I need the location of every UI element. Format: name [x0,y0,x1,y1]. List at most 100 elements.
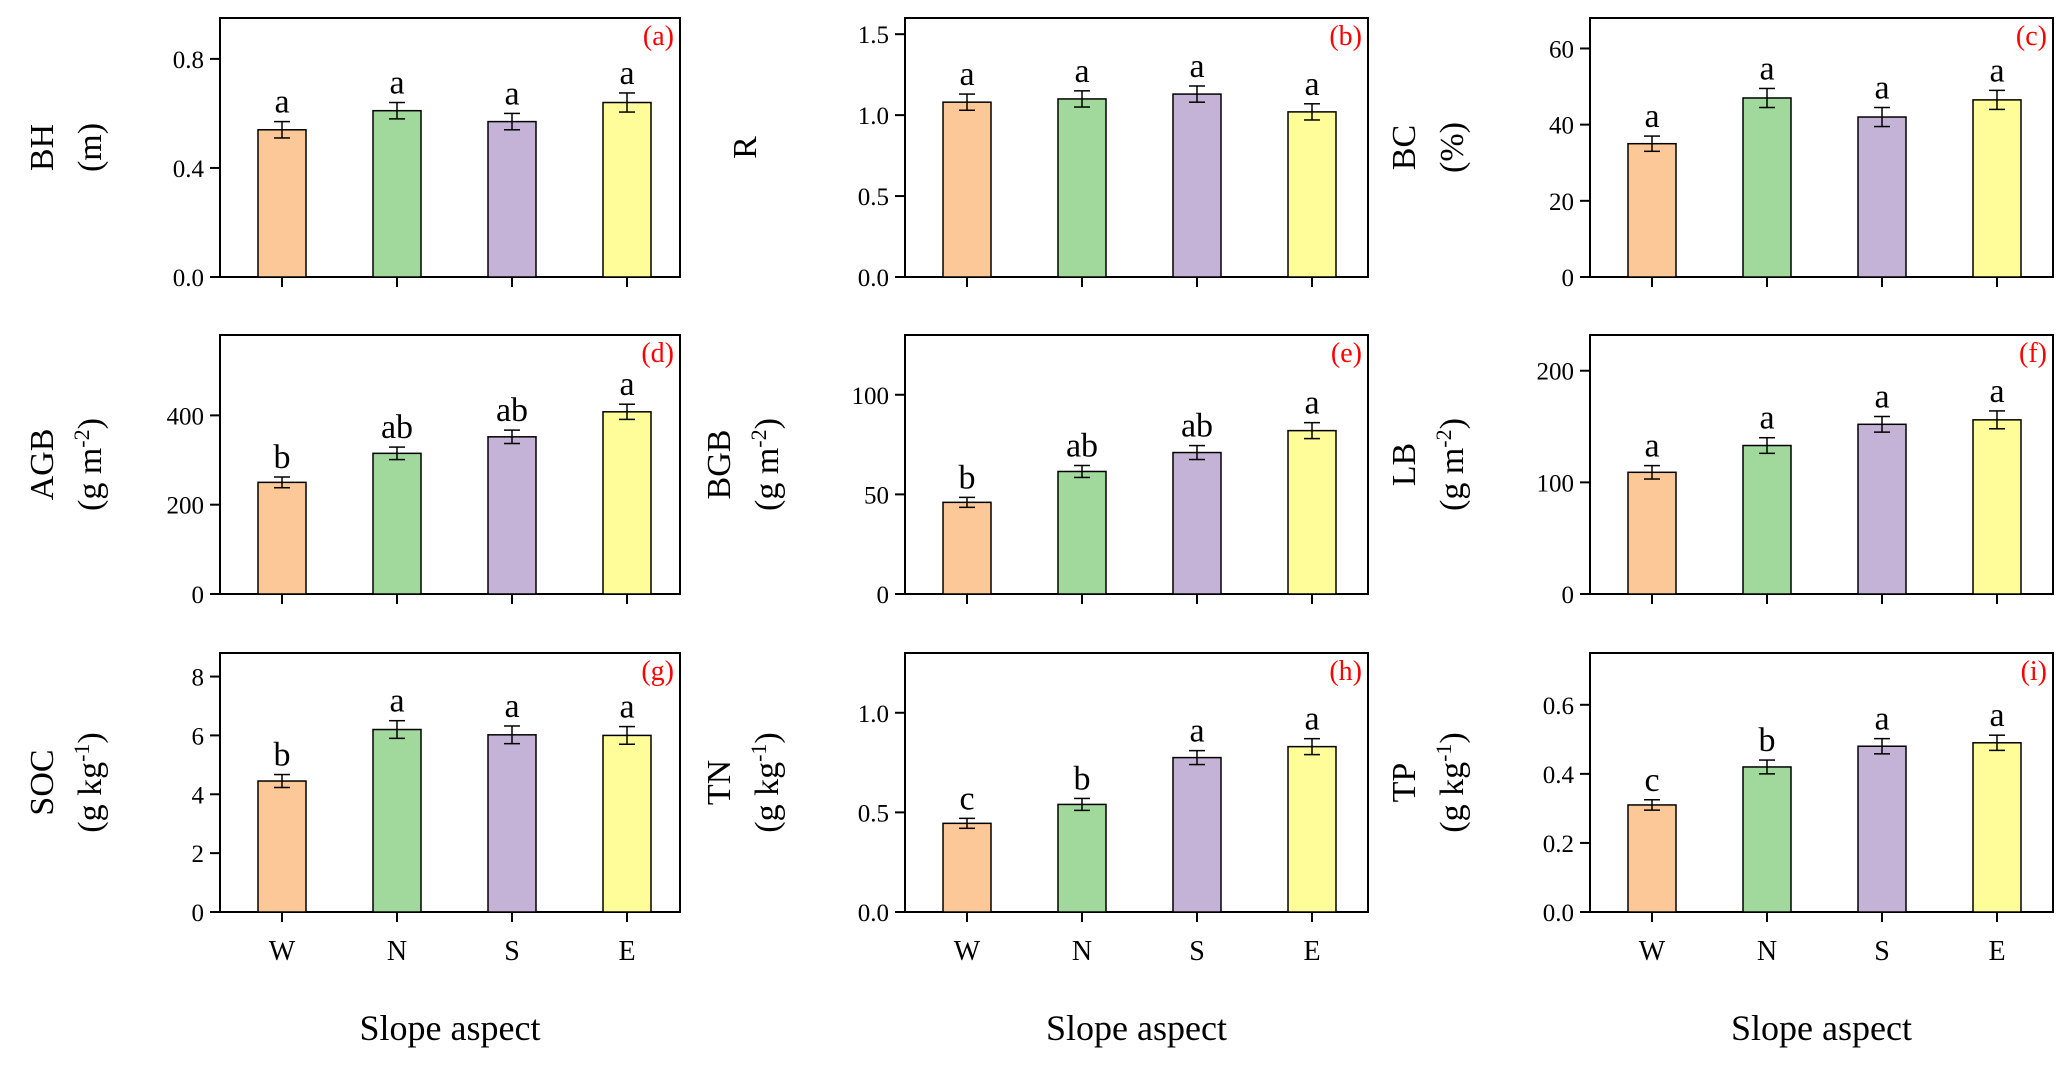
significance-letter: a [1074,53,1089,90]
panel-tag: (b) [1329,21,1362,52]
significance-letter: a [1304,66,1319,103]
y-tick-label: 8 [192,665,205,692]
significance-letter: a [1644,428,1659,465]
significance-letter: a [1759,50,1774,87]
significance-letter: b [274,737,291,774]
plot-frame [219,17,681,278]
significance-letter: a [1874,378,1889,415]
x-axis-title: Slope aspect [1046,1008,1227,1048]
significance-letter: a [1304,701,1319,738]
panel-a: 0.0 0.4 0.8 a a a a (a) BH (m) [24,17,681,292]
significance-letter: a [504,75,519,112]
y-axis-unit: (g kg-1) [1431,732,1472,832]
panel-tag: (i) [2021,656,2047,687]
y-tick-label: 1.0 [858,103,889,130]
y-axis-label: TN [701,760,738,805]
significance-letter: a [1874,70,1889,107]
bar-W [942,101,992,278]
unit-part: -1 [746,744,771,762]
plot-frame [904,334,1369,595]
y-tick-label: 0 [1562,582,1575,609]
bar-S [1857,423,1907,595]
y-tick-label: 100 [1537,470,1575,497]
significance-letter: ab [1066,427,1098,464]
y-tick-label: 0.5 [858,800,889,827]
y-axis-unit: (m) [72,123,109,172]
bar-W [257,481,307,595]
bar-W [1627,471,1677,595]
significance-letter: ab [1181,408,1213,445]
unit-part: -2 [746,429,771,447]
bar-N [1057,803,1107,913]
panel-tag: (f) [2019,338,2047,369]
panel-tag: (d) [641,338,674,369]
x-tick-label: N [1757,936,1777,967]
unit-part: ) [1434,418,1471,429]
plot-frame [1589,17,2054,278]
y-tick-label: 0.4 [1543,762,1575,789]
x-tick-label: N [1072,936,1092,967]
bar-E [602,411,652,595]
y-tick-label: 0.0 [858,265,889,292]
y-axis-unit: (%) [1434,122,1471,173]
significance-letter: a [1989,373,2004,410]
y-tick-label: 100 [852,383,890,410]
x-tick-label: S [504,936,520,967]
x-tick-label: W [954,936,981,967]
unit-part: -2 [1431,429,1456,447]
unit-part: (g m [72,448,109,511]
significance-letter: a [1304,385,1319,422]
x-tick-label: S [1189,936,1205,967]
y-tick-label: 0 [877,582,890,609]
panel-b: 0.0 0.5 1.0 1.5 a a a a (b) R [727,17,1369,292]
unit-part: ) [749,418,786,429]
bar-S [487,436,537,595]
unit-part: ) [72,418,109,429]
plot-frame [904,17,1369,278]
unit-part: (g kg [1434,762,1471,833]
significance-letter: a [1189,48,1204,85]
bar-N [1057,98,1107,278]
panel-tag: (e) [1331,338,1362,369]
plot-frame [1589,334,2054,595]
y-tick-label: 6 [192,723,205,750]
unit-part: (g kg [749,762,786,833]
significance-letter: a [1989,52,2004,89]
y-tick-label: 0 [192,582,205,609]
unit-part: ) [749,732,786,743]
y-tick-label: 50 [864,482,889,509]
y-axis-label: R [727,136,764,159]
y-axis-label: SOC [24,749,61,815]
bar-W [257,129,307,278]
bar-E [1972,419,2022,595]
unit-part: -1 [1431,744,1456,762]
bar-S [487,120,537,278]
bar-E [602,101,652,278]
bar-W [1627,142,1677,278]
bar-E [1972,99,2022,278]
y-axis-label: BH [24,124,61,171]
x-axis-title: Slope aspect [360,1008,541,1048]
y-tick-label: 200 [1537,359,1575,386]
y-tick-label: 0.0 [1543,900,1574,927]
panel-c: 0 20 40 60 a a a a (c) BC (%) [1386,17,2054,292]
bar-N [372,452,422,595]
bar-N [372,109,422,278]
significance-letter: ab [496,392,528,429]
y-axis-unit: (g kg-1) [746,732,787,832]
unit-part: (g m [749,448,786,511]
significance-letter: b [1759,722,1776,759]
x-tick-label: S [1874,936,1890,967]
significance-letter: a [959,56,974,93]
significance-letter: c [959,780,974,817]
significance-letter: a [1189,713,1204,750]
y-axis-label: TP [1386,763,1423,803]
panel-tag: (c) [2016,21,2047,52]
y-tick-label: 0 [1562,265,1575,292]
significance-letter: a [274,84,289,121]
unit-part: ) [1434,732,1471,743]
